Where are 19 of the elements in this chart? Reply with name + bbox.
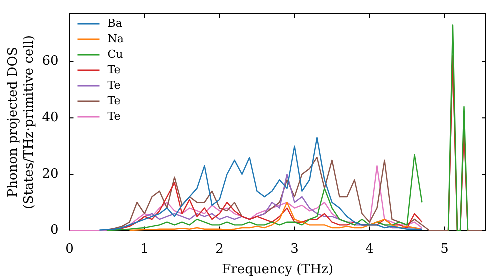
legend-label: Ba [108,16,123,30]
legend-label: Na [108,32,124,46]
legend-label: Te [108,63,121,76]
legend-label: Te [108,94,121,108]
x-tick-label: 4 [366,242,374,257]
y-axis-title: Phonon projected DOS (States/THz·primitive cell) [6,35,37,210]
legend-label: Te [108,78,121,92]
x-tick-label: 3 [290,242,299,257]
x-tick-label: 5 [440,242,449,257]
legend-label: Cu [108,48,124,61]
x-tick-label: 2 [216,242,224,257]
y-tick-label: 40 [42,110,59,126]
x-axis-title: Frequency (THz) [222,262,334,278]
x-tick-label: 0 [66,242,74,257]
y-tick-label: 60 [42,54,59,70]
y-tick-label: 0 [50,223,59,238]
legend-label: Te [108,110,121,123]
y-tick-label: 20 [42,166,59,182]
x-tick-label: 1 [140,242,149,257]
